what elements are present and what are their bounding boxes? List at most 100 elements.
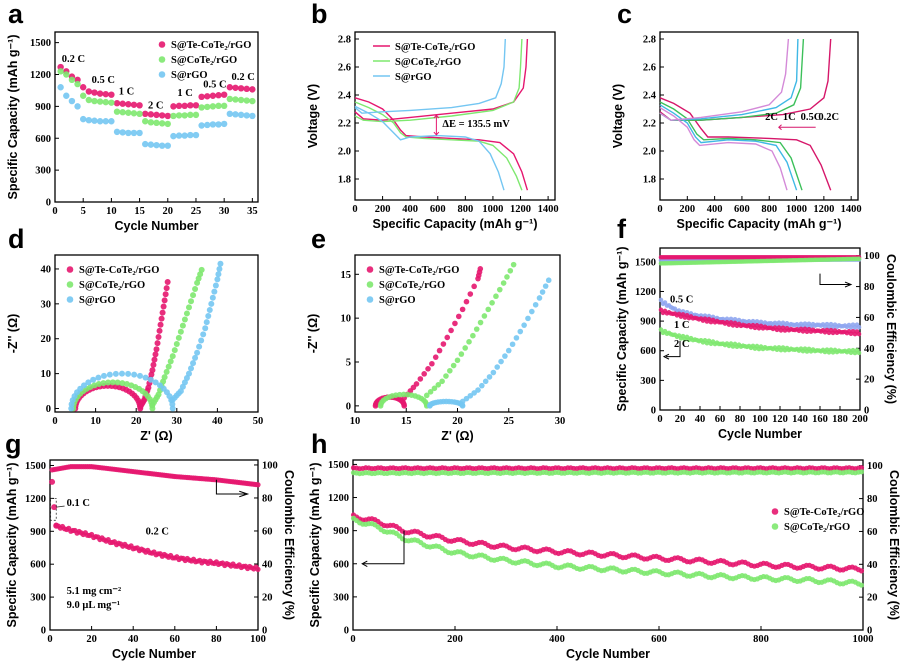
data-point [477,266,484,272]
x-tick-label: 30 [219,206,230,217]
data-point [215,102,222,110]
legend-entry: S@CoTe₂/rGO [171,55,237,66]
y-tick-label: 1.8 [338,175,351,186]
data-point [102,98,109,106]
data-point [119,129,126,136]
plot-frame [49,459,259,631]
y2-tick-label: 20 [262,592,273,603]
legend-marker [771,508,779,515]
data-point [220,102,228,110]
legend-marker [771,523,779,530]
data-point [452,320,458,327]
data-point [215,271,222,278]
plot-frame [354,254,561,413]
y-tick-label: 900 [640,317,656,328]
data-point [131,371,138,378]
data-point [154,340,161,347]
y-tick-label: 600 [35,134,51,145]
data-point [509,341,516,348]
data-point [100,380,107,387]
data-point [423,392,430,399]
electrolyte-label: 9.0 μL mg⁻¹ [67,600,120,611]
x-tick-label: 20 [86,634,97,645]
y-tick-label: 2.2 [338,119,351,130]
data-point [187,131,194,139]
x-tick-label: 10 [90,416,101,427]
data-point [177,328,184,335]
data-point [470,332,476,339]
data-point [401,403,408,409]
data-point [493,293,499,300]
data-point [211,288,218,295]
x-tick-label: 25 [191,206,202,217]
data-point [243,85,250,93]
data-point [521,322,527,328]
data-point [147,376,154,383]
data-point [188,365,195,372]
y-tick-label: 1200 [30,70,51,81]
legend-entry: S@CoTe₂/rGO [379,280,445,291]
data-point [79,92,87,99]
legend-marker [66,281,74,288]
y-tick-label: 1500 [30,38,51,49]
legend-marker [158,56,166,63]
y-tick-label: 2.4 [643,91,657,102]
panel-label: f [617,214,627,244]
data-point [459,403,466,409]
rate-label: 2 C [674,339,689,350]
legend-entry: S@CoTe₂/rGO [395,57,461,68]
discharge-curve [354,105,505,191]
legend-entry: S@Te-CoTe₂/rGO [784,507,864,518]
data-point [475,387,481,393]
panel-f: f0 20 40 60 80 100 120 140 160 180 200030060090012… [615,214,898,441]
callout-line [56,505,65,508]
data-point [136,129,143,137]
panel-g: g0 20 40 60 80 100030060090012001500020406080… [5,429,296,661]
data-point [85,96,93,104]
x-tick-label: 15 [401,416,412,427]
data-point [204,103,211,111]
legend-entry: S@Te-CoTe₂/rGO [79,265,159,276]
data-point [466,339,472,345]
data-point [856,350,862,356]
data-point [255,566,261,572]
data-point [467,392,474,399]
y-axis-label: -Z'' (Ω) [6,314,20,354]
panel-b: b 0 200 400 600 800 1000 1200 1400 1.8 2.0 2.2 2.4 2.… [306,0,559,231]
data-point [204,93,211,100]
right-axis-arrowhead [844,281,853,288]
data-point [181,112,188,119]
data-point [85,116,93,124]
data-point [162,291,169,298]
x-axis-label: Specific Capacity (mAh g⁻¹) [373,217,538,231]
discharge-curve [659,104,798,191]
plot-frame [352,459,864,631]
y-tick-label: 0 [46,404,51,415]
data-point [458,351,465,357]
x-tick-label: 0 [52,416,57,427]
rate-label: 0.2 C [231,72,254,83]
y-tick-label: 600 [640,346,656,357]
data-point [196,343,203,350]
data-point [96,90,104,97]
x-tick-label: 100 [752,414,768,425]
data-point [249,86,256,93]
panel-label: b [311,0,328,29]
data-point [181,132,188,139]
rate-label: 0.2 C [146,527,169,538]
y-tick-label: 900 [333,526,349,537]
data-point [436,347,443,354]
data-point [856,324,862,330]
y-tick-label: 15 [341,270,352,281]
data-point [170,112,177,120]
data-point [471,390,477,396]
panel-label: g [5,429,22,459]
x-tick-label: 600 [734,204,750,215]
right-axis-arrow [819,273,850,286]
data-point [220,120,228,128]
data-point [513,335,520,341]
y-tick-label: 300 [640,376,656,387]
x-tick-label: 800 [761,204,777,215]
rate-label: 1 C [119,87,134,98]
x-axis-label: Z' (Ω) [441,429,473,443]
